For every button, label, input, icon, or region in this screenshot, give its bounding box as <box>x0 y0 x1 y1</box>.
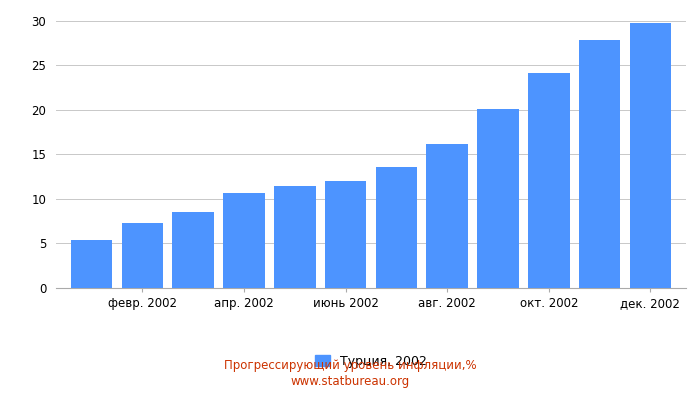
Bar <box>122 223 163 288</box>
Text: www.statbureau.org: www.statbureau.org <box>290 376 410 388</box>
Bar <box>223 193 265 288</box>
Bar <box>528 72 570 288</box>
Bar <box>579 40 620 288</box>
Bar <box>376 167 417 288</box>
Bar <box>426 144 468 288</box>
Bar <box>477 109 519 288</box>
Bar <box>629 23 671 288</box>
Text: Прогрессирующий уровень инфляции,%: Прогрессирующий уровень инфляции,% <box>224 360 476 372</box>
Bar <box>274 186 316 288</box>
Bar <box>172 212 214 288</box>
Legend: Турция, 2002: Турция, 2002 <box>315 355 427 368</box>
Bar <box>71 240 113 288</box>
Bar <box>325 181 366 288</box>
